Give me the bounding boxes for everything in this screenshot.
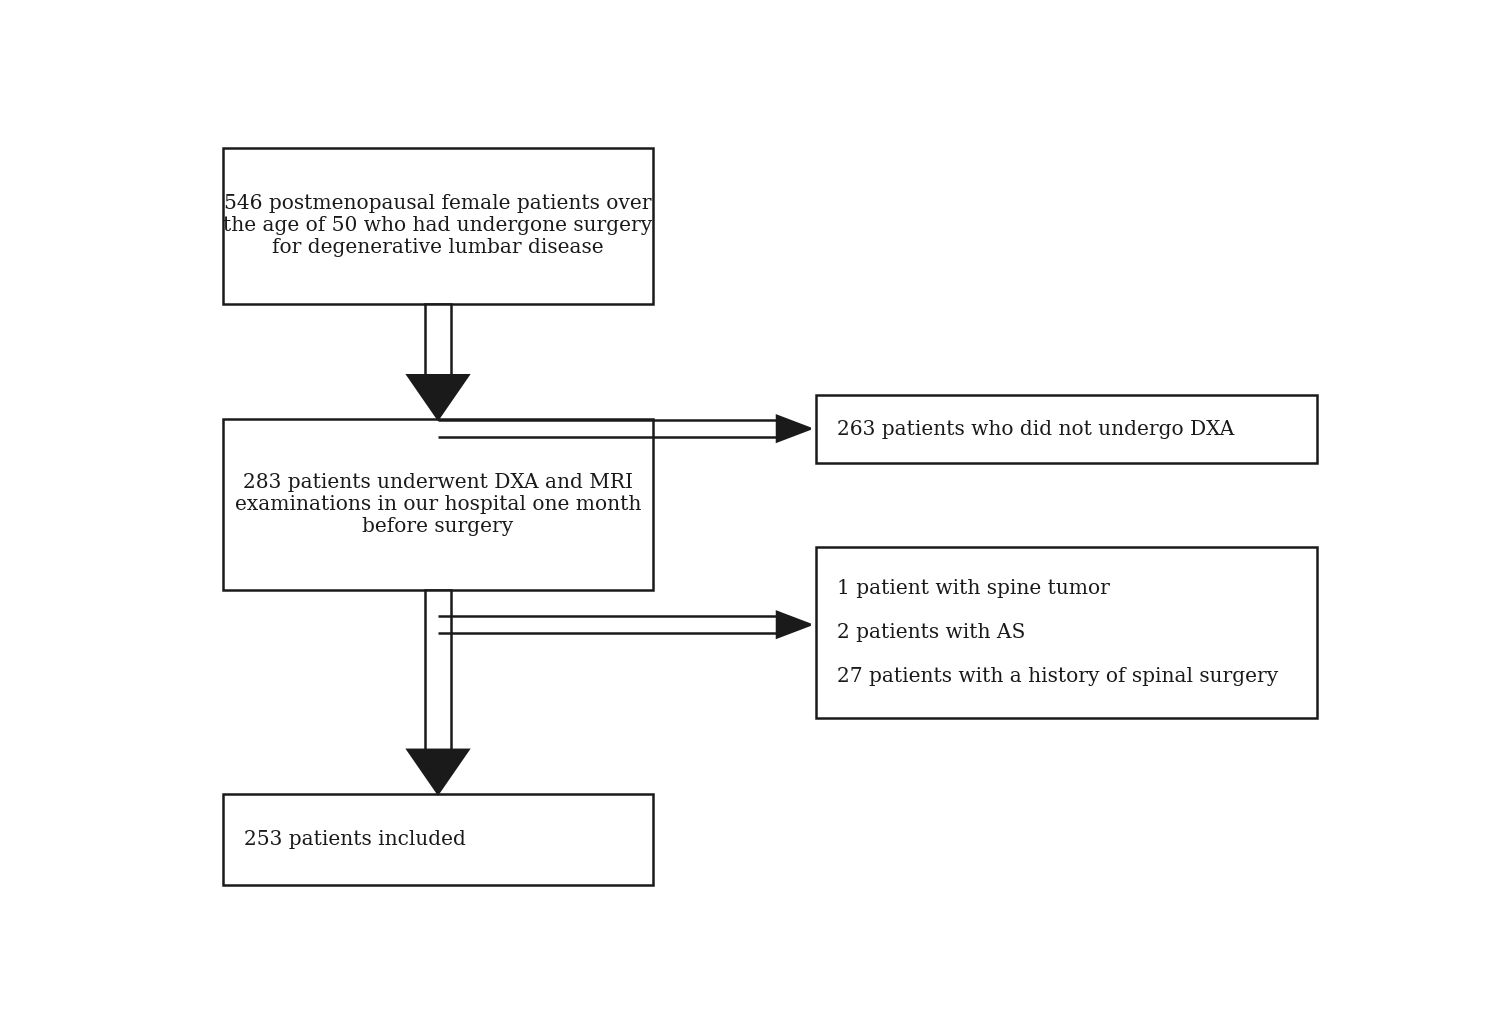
Bar bbox=[425, 303, 451, 376]
Text: 283 patients underwent DXA and MRI
examinations in our hospital one month
before: 283 patients underwent DXA and MRI exami… bbox=[234, 473, 641, 536]
Text: 546 postmenopausal female patients over
the age of 50 who had undergone surgery
: 546 postmenopausal female patients over … bbox=[224, 195, 653, 258]
Bar bbox=[425, 590, 451, 749]
Bar bbox=[222, 148, 653, 303]
Polygon shape bbox=[407, 749, 469, 794]
Polygon shape bbox=[777, 612, 811, 638]
Bar bbox=[222, 419, 653, 590]
Bar bbox=[817, 546, 1317, 718]
Polygon shape bbox=[777, 416, 811, 441]
Polygon shape bbox=[407, 376, 469, 419]
Text: 253 patients included: 253 patients included bbox=[243, 830, 466, 849]
Bar bbox=[222, 794, 653, 885]
Text: 1 patient with spine tumor

2 patients with AS

27 patients with a history of sp: 1 patient with spine tumor 2 patients wi… bbox=[837, 579, 1278, 686]
Text: 263 patients who did not undergo DXA: 263 patients who did not undergo DXA bbox=[837, 419, 1235, 439]
Bar bbox=[817, 395, 1317, 463]
